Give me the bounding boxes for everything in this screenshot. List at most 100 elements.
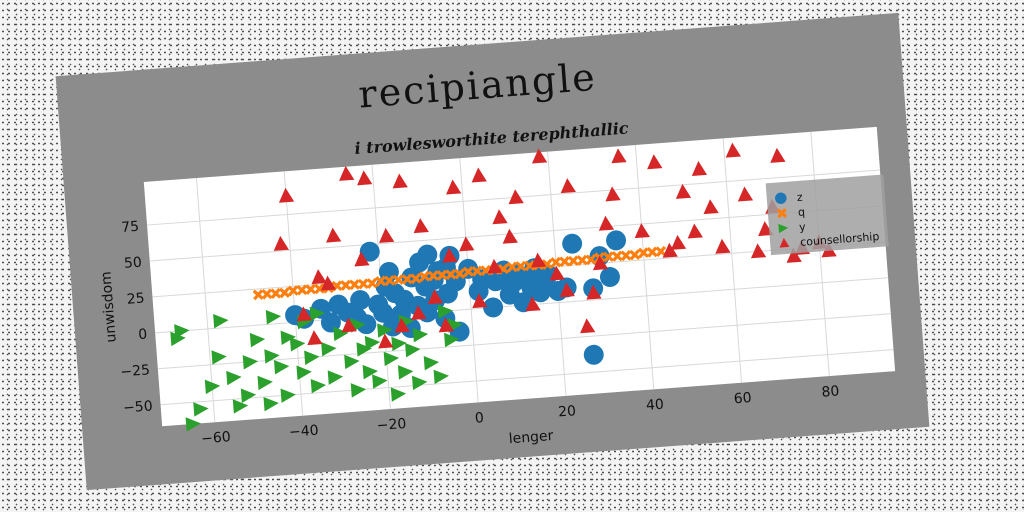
x-grid-line — [634, 144, 655, 390]
data-point-triangle-up — [580, 318, 596, 334]
data-point-circle — [583, 344, 604, 365]
data-point-circle — [350, 290, 371, 311]
chart-title: recipiangle — [357, 55, 598, 117]
data-point-triangle-right — [377, 323, 393, 338]
series-q — [252, 245, 667, 301]
data-point-triangle-up — [592, 255, 609, 271]
data-point-triangle-right — [263, 396, 279, 412]
data-point-triangle-up — [354, 251, 370, 267]
x-grid-line — [459, 158, 479, 403]
data-point-triangle-up — [446, 179, 462, 195]
data-point-x — [436, 269, 448, 281]
data-point-x — [646, 246, 658, 258]
data-point-circle — [483, 297, 504, 318]
data-point-triangle-right — [296, 365, 312, 380]
data-point-triangle-right — [240, 388, 257, 403]
data-point-triangle-up — [508, 189, 524, 205]
data-point-triangle-up — [326, 227, 342, 243]
data-point-circle — [599, 266, 620, 287]
data-point-triangle-up — [438, 317, 454, 333]
data-point-triangle-up — [378, 333, 394, 349]
data-point-triangle-right — [433, 369, 449, 385]
data-point-circle — [373, 302, 394, 323]
data-point-triangle-right — [321, 342, 337, 357]
data-point-x — [340, 279, 352, 291]
data-point-x — [454, 268, 466, 280]
data-point-triangle-up — [307, 330, 323, 346]
data-point-x — [620, 249, 632, 262]
data-point-x — [567, 255, 579, 267]
data-point-triangle-right — [304, 350, 320, 365]
data-point-triangle-up — [675, 183, 692, 199]
data-point-triangle-up — [687, 223, 703, 239]
data-point-x — [637, 247, 650, 259]
data-point-triangle-up — [598, 215, 615, 231]
x-grid-line — [722, 138, 742, 383]
data-point-x — [296, 284, 308, 296]
data-point-x — [287, 285, 299, 297]
series-y — [170, 304, 463, 432]
data-point-triangle-up — [341, 317, 357, 333]
scatter-chart: recipiangle i trowlesworthite terephthal… — [98, 55, 896, 447]
data-point-x — [550, 256, 562, 268]
data-point-circle — [320, 312, 341, 333]
data-point-triangle-up — [296, 306, 312, 322]
data-point-triangle-up — [278, 187, 295, 203]
y-tick-label: 0 — [138, 326, 148, 343]
data-point-triangle-right — [437, 304, 453, 319]
data-point-triangle-right — [383, 351, 400, 367]
data-point-x — [305, 283, 317, 295]
data-point-triangle-right — [344, 354, 360, 370]
data-point-triangle-up — [472, 293, 488, 309]
data-point-triangle-up — [647, 154, 663, 170]
data-point-triangle-up — [339, 165, 355, 181]
data-point-triangle-up — [634, 223, 650, 239]
data-point-triangle-right — [327, 370, 344, 385]
data-point-triangle-right — [423, 355, 440, 371]
data-point-triangle-up — [379, 227, 395, 243]
data-point-x — [349, 279, 361, 291]
data-point-triangle-up — [392, 173, 408, 189]
data-point-triangle-up — [611, 148, 627, 164]
data-point-triangle-up — [502, 228, 518, 244]
data-point-triangle-up — [703, 199, 719, 215]
data-point-triangle-right — [211, 350, 227, 365]
data-point-circle — [606, 230, 627, 251]
data-point-triangle-right — [350, 383, 367, 398]
data-point-x — [559, 256, 571, 268]
data-point-x — [261, 288, 273, 300]
data-point-x — [375, 275, 387, 287]
data-point-triangle-up — [691, 161, 708, 177]
data-point-triangle-up — [559, 282, 575, 298]
x-tick-label: 20 — [558, 403, 577, 420]
data-point-triangle-up — [487, 258, 503, 274]
data-point-triangle-up — [670, 234, 687, 250]
data-point-triangle-right — [265, 310, 282, 325]
data-point-triangle-up — [737, 186, 754, 202]
data-point-circle — [562, 233, 583, 254]
data-point-triangle-up — [525, 296, 541, 312]
data-point-circle — [417, 244, 438, 265]
x-grid-line — [195, 177, 216, 423]
data-point-triangle-right — [242, 355, 259, 370]
data-point-x — [506, 261, 518, 273]
data-point-triangle-up — [779, 237, 790, 248]
data-point-x — [392, 274, 404, 286]
data-point-x — [270, 287, 282, 299]
data-point-triangle-right — [356, 342, 372, 357]
data-point-triangle-up — [786, 247, 802, 263]
data-point-triangle-right — [185, 417, 201, 432]
data-point-triangle-right — [364, 335, 381, 351]
y-grid-line — [149, 205, 883, 262]
data-point-x — [776, 208, 788, 219]
data-point-x — [278, 287, 291, 299]
x-grid-line — [810, 131, 830, 377]
y-axis-label: unwisdom — [98, 271, 119, 343]
data-point-triangle-right — [213, 314, 229, 329]
data-point-triangle-right — [170, 331, 186, 347]
data-point-x — [576, 254, 588, 266]
data-point-triangle-up — [427, 289, 444, 305]
x-axis-label: lenger — [508, 428, 554, 447]
data-point-triangle-up — [531, 148, 548, 164]
x-tick-label: −40 — [288, 423, 319, 441]
